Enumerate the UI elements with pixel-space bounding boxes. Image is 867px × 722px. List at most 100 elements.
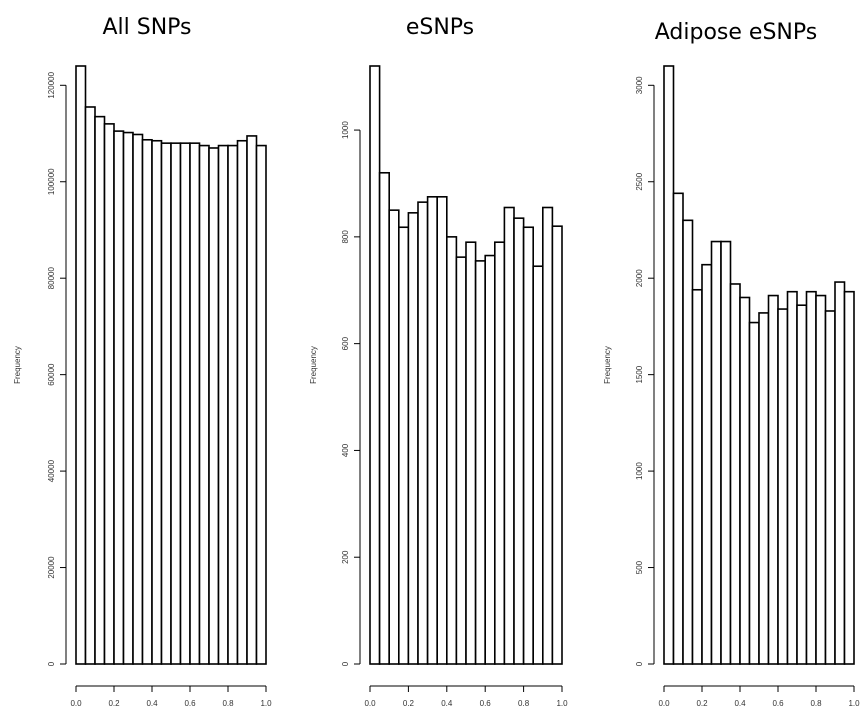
bars — [663, 65, 855, 665]
y-tick-label: 200 — [341, 550, 350, 564]
histogram-bar — [767, 294, 779, 665]
panel-all-snps: All SNPs Frequency 0 20000 40000 60000 80000… — [13, 15, 272, 708]
x-tick-label: 0.0 — [364, 699, 376, 708]
panel-adipose-esnps: Adipose eSNPs Frequency 0 500 1000 1500 2000… — [603, 20, 860, 708]
histogram-bar — [843, 290, 855, 665]
x-tick-label: 0.6 — [184, 699, 196, 708]
x-tick-label: 0.2 — [696, 699, 708, 708]
histogram-bar — [378, 171, 391, 665]
y-tick-label: 80000 — [47, 267, 56, 290]
histogram-bar — [503, 206, 515, 665]
histogram-bar — [834, 281, 846, 665]
panel-title: All SNPs — [102, 15, 191, 40]
histogram-bar — [369, 65, 381, 665]
x-tick-label: 0.8 — [810, 699, 822, 708]
histogram-bar — [484, 254, 496, 665]
histogram-bar — [522, 226, 534, 665]
y-tick-label: 800 — [341, 230, 350, 244]
x-tick-label: 0.0 — [658, 699, 670, 708]
histogram-bar — [113, 130, 125, 665]
histogram-bar — [132, 133, 144, 665]
histogram-bar — [758, 312, 770, 665]
histogram-bar — [455, 256, 467, 665]
panel-title: Adipose eSNPs — [655, 20, 817, 45]
histogram-bar — [805, 290, 817, 665]
histogram-bar — [474, 260, 487, 665]
histogram-bar — [532, 265, 544, 665]
histogram-bar — [179, 142, 191, 665]
panel-esnps: eSNPs Frequency 0 200 400 600 800 1000 0.0 0.2… — [309, 15, 568, 708]
x-tick-label: 0.2 — [108, 699, 120, 708]
histogram-bar — [729, 283, 741, 665]
y-tick-label: 3000 — [635, 76, 644, 94]
histogram-bar — [541, 206, 554, 665]
y-axis-label: Frequency — [603, 346, 612, 384]
x-tick-label: 0.0 — [70, 699, 82, 708]
histogram-bar — [246, 135, 258, 665]
x-tick-label: 1.0 — [848, 699, 860, 708]
histogram-bar — [227, 144, 239, 665]
histogram-bar — [151, 139, 163, 665]
histogram-bar — [786, 290, 798, 665]
y-tick-label: 1500 — [635, 365, 644, 383]
x-axis: 0.0 0.2 0.4 0.6 0.8 1.0 — [364, 685, 568, 708]
histogram-bar — [388, 209, 400, 665]
histogram-bar — [84, 106, 96, 665]
histogram-bar — [141, 138, 153, 665]
y-axis: 0 20000 40000 60000 80000 100000 120000 — [47, 71, 67, 666]
x-tick-label: 0.8 — [222, 699, 234, 708]
histogram-bar — [436, 196, 448, 665]
histogram-bar — [796, 304, 808, 665]
histogram-bar — [465, 241, 477, 665]
x-tick-label: 0.2 — [403, 699, 415, 708]
y-tick-label: 0 — [47, 661, 56, 666]
histogram-bar — [407, 212, 419, 665]
x-tick-label: 1.0 — [260, 699, 272, 708]
y-axis: 0 500 1000 1500 2000 2500 3000 — [635, 76, 655, 666]
y-tick-label: 2500 — [635, 172, 644, 190]
x-tick-label: 1.0 — [556, 699, 568, 708]
y-tick-label: 0 — [635, 661, 644, 666]
x-tick-label: 0.8 — [518, 699, 530, 708]
x-axis: 0.0 0.2 0.4 0.6 0.8 1.0 — [658, 685, 860, 708]
bars — [75, 65, 267, 665]
y-axis-label: Frequency — [309, 346, 318, 384]
y-tick-label: 40000 — [47, 459, 56, 482]
panel-title: eSNPs — [406, 15, 474, 40]
histogram-bar — [710, 240, 722, 665]
x-tick-label: 0.6 — [480, 699, 492, 708]
y-axis-label: Frequency — [13, 346, 22, 384]
histogram-bar — [160, 142, 172, 665]
histogram-bar — [236, 139, 248, 665]
bars — [369, 65, 563, 665]
y-tick-label: 600 — [341, 336, 350, 350]
histogram-bar — [691, 288, 703, 665]
x-tick-label: 0.4 — [734, 699, 746, 708]
histogram-bar — [777, 308, 789, 665]
histogram-bar — [208, 147, 220, 665]
histogram-bar — [513, 217, 525, 665]
y-tick-label: 500 — [635, 560, 644, 574]
y-tick-label: 0 — [341, 661, 350, 666]
histogram-bar — [551, 225, 563, 665]
y-tick-label: 400 — [341, 443, 350, 457]
histogram-bar — [824, 310, 836, 665]
histogram-bar — [170, 142, 182, 665]
histogram-bar — [426, 196, 439, 665]
histogram-bar — [682, 219, 694, 665]
histogram-bar — [739, 296, 751, 665]
histogram-bar — [75, 65, 87, 665]
histogram-bar — [94, 115, 106, 665]
histogram-bar — [397, 226, 410, 665]
histogram-bar — [815, 294, 827, 665]
y-tick-label: 20000 — [47, 556, 56, 579]
histogram-bar — [217, 144, 229, 665]
histogram-bar — [748, 321, 760, 665]
histogram-bar — [493, 241, 506, 665]
x-tick-label: 0.4 — [441, 699, 453, 708]
x-axis: 0.0 0.2 0.4 0.6 0.8 1.0 — [70, 685, 272, 708]
y-tick-label: 2000 — [635, 269, 644, 287]
x-tick-label: 0.4 — [146, 699, 158, 708]
y-tick-label: 100000 — [47, 168, 56, 195]
